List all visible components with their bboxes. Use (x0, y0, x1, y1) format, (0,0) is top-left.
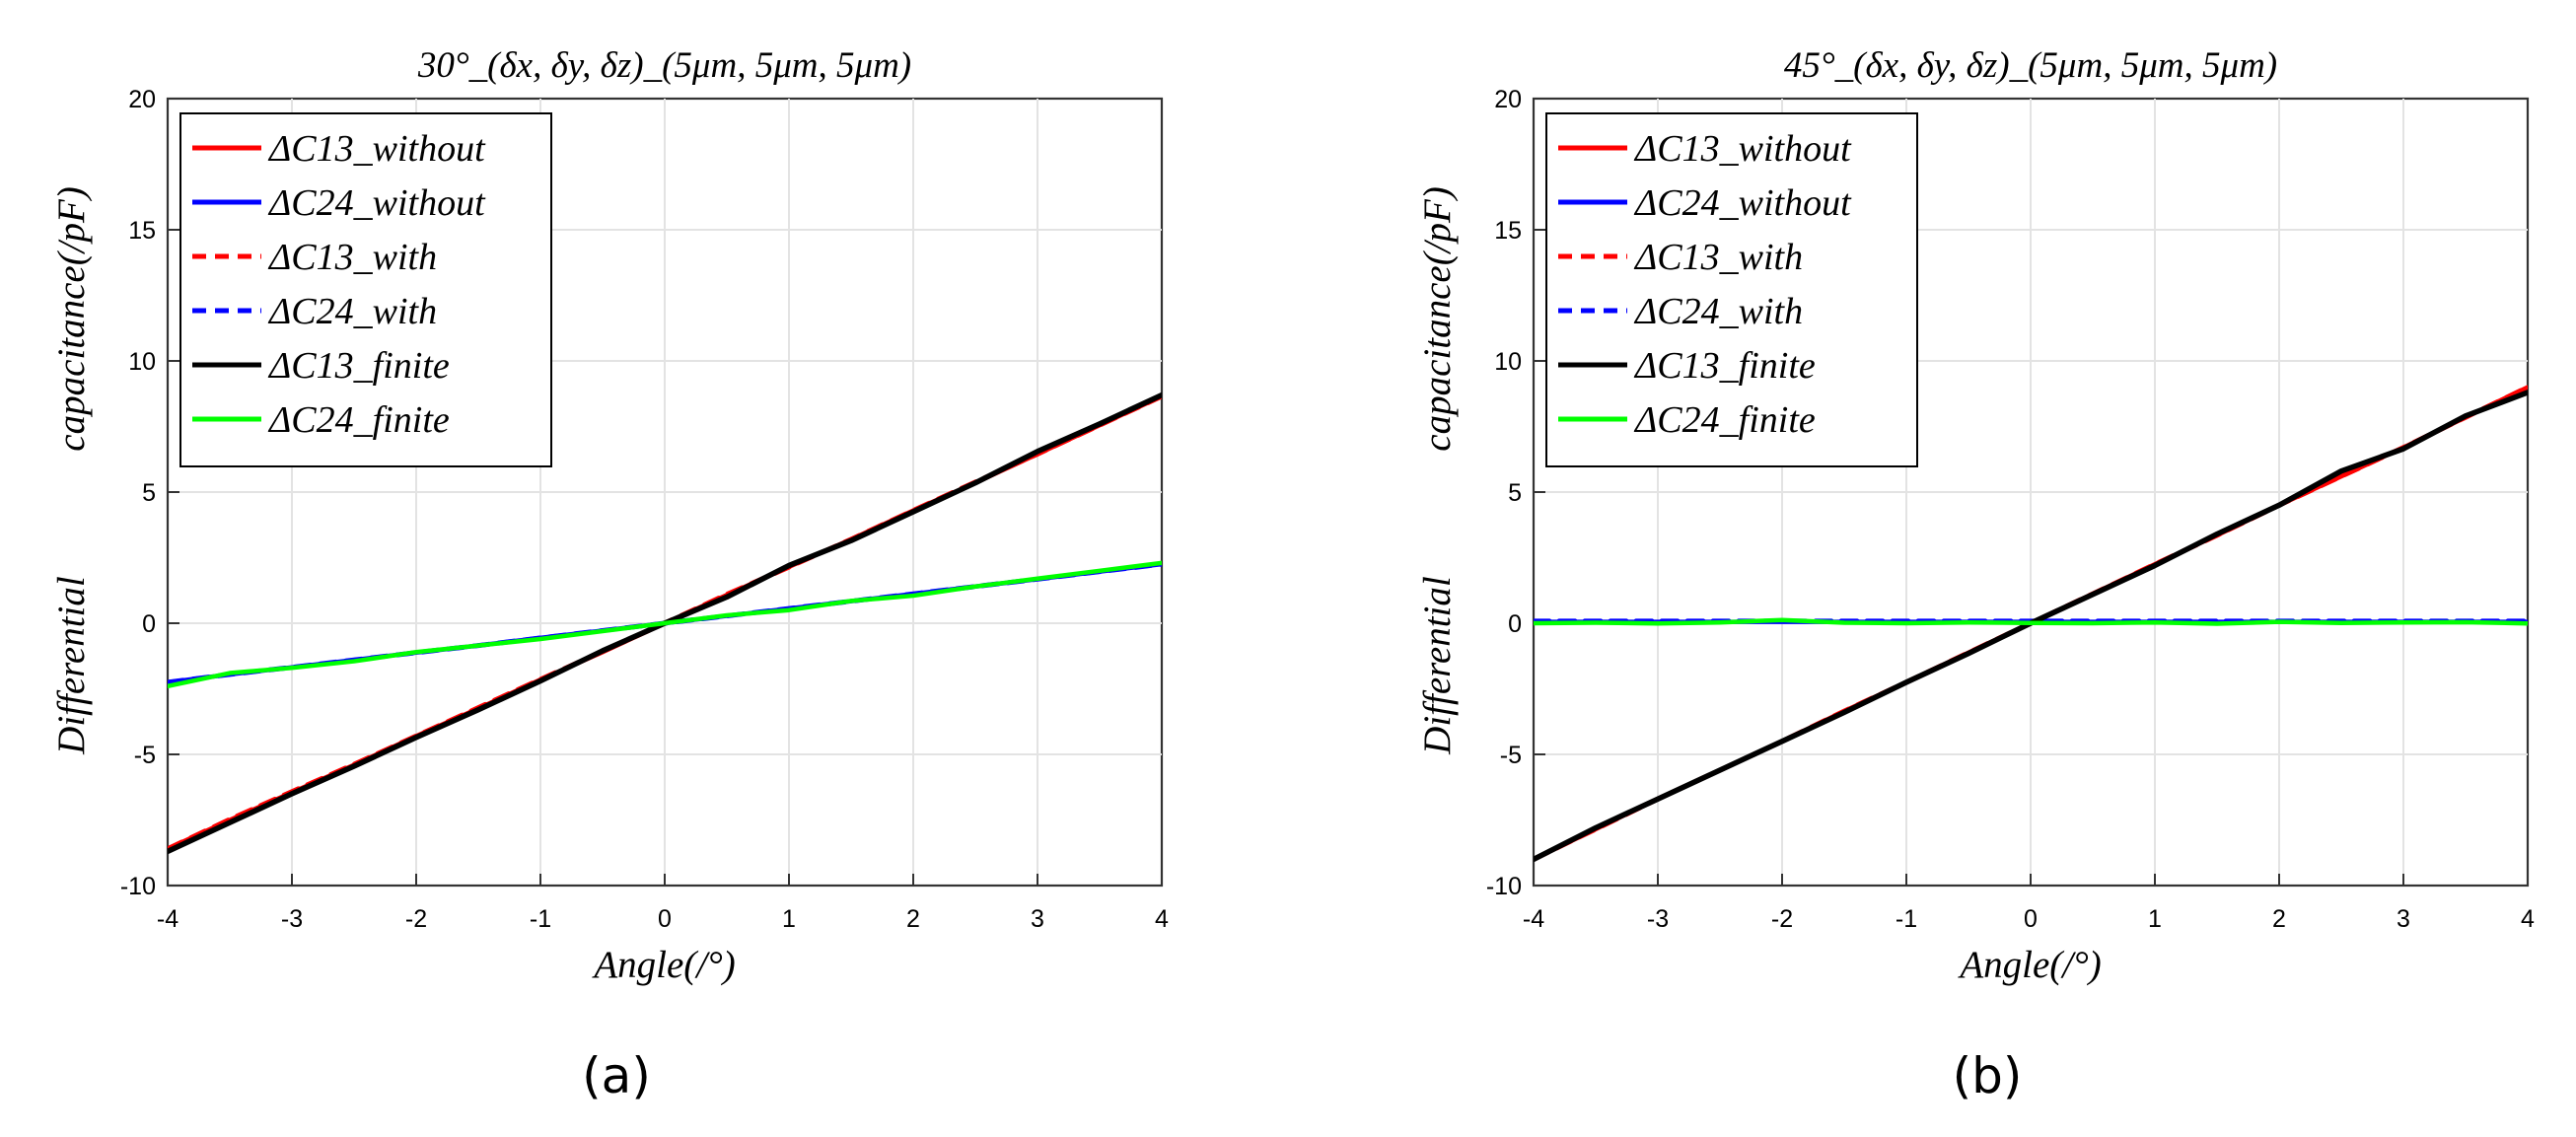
x-tick-label: -4 (157, 905, 179, 933)
series-group (168, 391, 1162, 855)
y-tick-label: 20 (1494, 86, 1522, 113)
x-axis-label: Angle(/°) (591, 944, 735, 986)
legend-label-5: ΔC13_finite (267, 345, 450, 387)
legend-label-4: ΔC24_with (1633, 291, 1803, 332)
x-tick-label: -2 (1771, 905, 1793, 933)
y-tick-label: 5 (142, 479, 156, 507)
x-tick-label: 3 (1031, 905, 1044, 933)
x-tick-label: -3 (1647, 905, 1669, 933)
y-tick-label: 0 (142, 610, 156, 638)
figure-label-a: (a) (582, 1047, 651, 1104)
legend-box (1545, 112, 1918, 467)
legend-label-2: ΔC24_without (267, 182, 486, 224)
legend-label-3: ΔC13_with (1633, 237, 1803, 278)
y-tick-label: 0 (1508, 610, 1522, 638)
y-axis-label-part-1: Differential (50, 576, 93, 755)
x-tick-label: 4 (1155, 905, 1169, 933)
x-tick-label: 0 (658, 905, 672, 933)
x-tick-label: 3 (2397, 905, 2410, 933)
x-tick-label: 1 (2148, 905, 2162, 933)
legend-label-5: ΔC13_finite (1633, 345, 1816, 387)
x-axis-label: Angle(/°) (1957, 944, 2101, 986)
legend-label-1: ΔC13_without (267, 128, 486, 170)
x-tick-label: 2 (906, 905, 920, 933)
y-axis-label-group: Differential capacitance(/pF) (50, 186, 93, 755)
x-tick-label: -4 (1523, 905, 1544, 933)
x-tick-label: -1 (1896, 905, 1917, 933)
y-axis-label-group: Differential capacitance(/pF) (1416, 186, 1459, 755)
y-tick-label: 20 (128, 86, 156, 113)
y-tick-label: 15 (128, 217, 156, 245)
legend: ΔC13_without ΔC24_without ΔC13_with ΔC24_wi… (179, 112, 552, 467)
legend-box (179, 112, 552, 467)
y-tick-label: -5 (134, 742, 156, 769)
x-tick-label: 4 (2521, 905, 2535, 933)
y-axis-label-part-2: capacitance(/pF) (50, 186, 93, 452)
figure-label-b: (b) (1953, 1047, 2023, 1104)
y-tick-label: 10 (128, 348, 156, 376)
series-line-6 (1534, 617, 2528, 626)
series-line-6 (168, 560, 1162, 689)
x-tick-label: 0 (2024, 905, 2038, 933)
x-tick-label: 2 (2272, 905, 2286, 933)
legend-label-6: ΔC24_finite (1633, 399, 1816, 441)
chart-title: 45°_(δx, δy, δz)_(5μm, 5μm, 5μm) (1784, 45, 2277, 86)
legend-label-1: ΔC13_without (1633, 128, 1852, 170)
y-tick-label: -5 (1500, 742, 1522, 769)
x-tick-label: 1 (782, 905, 796, 933)
x-tick-label: -2 (405, 905, 427, 933)
y-tick-label: 5 (1508, 479, 1522, 507)
series-group (1534, 385, 2528, 863)
x-tick-label: -1 (530, 905, 551, 933)
chart-title: 30°_(δx, δy, δz)_(5μm, 5μm, 5μm) (417, 45, 911, 86)
y-axis-label-part-2: capacitance(/pF) (1416, 186, 1459, 452)
legend: ΔC13_without ΔC24_without ΔC13_with ΔC24_wi… (1545, 112, 1918, 467)
y-tick-label: -10 (1486, 873, 1522, 900)
y-tick-label: 10 (1494, 348, 1522, 376)
y-tick-label: 15 (1494, 217, 1522, 245)
y-tick-label: -10 (120, 873, 156, 900)
legend-label-6: ΔC24_finite (267, 399, 450, 441)
x-tick-label: -3 (281, 905, 303, 933)
legend-label-4: ΔC24_with (267, 291, 437, 332)
legend-label-2: ΔC24_without (1633, 182, 1852, 224)
y-axis-label-part-1: Differential (1416, 576, 1459, 755)
legend-label-3: ΔC13_with (267, 237, 437, 278)
